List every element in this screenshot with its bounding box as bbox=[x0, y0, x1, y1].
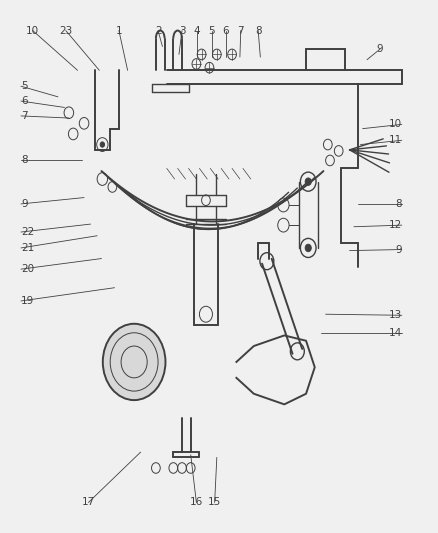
Text: 6: 6 bbox=[21, 96, 28, 106]
Text: 22: 22 bbox=[21, 227, 34, 237]
Text: 15: 15 bbox=[208, 497, 221, 507]
Text: 21: 21 bbox=[21, 243, 34, 253]
Text: 8: 8 bbox=[21, 156, 28, 165]
Circle shape bbox=[305, 244, 311, 252]
Text: 14: 14 bbox=[389, 328, 402, 338]
Text: 19: 19 bbox=[21, 296, 34, 306]
Text: 11: 11 bbox=[389, 135, 402, 146]
Text: 7: 7 bbox=[21, 111, 28, 121]
Text: 8: 8 bbox=[395, 199, 402, 209]
Text: 5: 5 bbox=[208, 26, 215, 36]
Text: 1: 1 bbox=[116, 26, 122, 36]
Text: 20: 20 bbox=[21, 264, 34, 274]
Text: 16: 16 bbox=[190, 497, 203, 507]
Text: 13: 13 bbox=[389, 310, 402, 320]
Text: 6: 6 bbox=[223, 26, 229, 36]
Text: 17: 17 bbox=[82, 497, 95, 507]
Text: 10: 10 bbox=[389, 119, 402, 130]
Text: 2: 2 bbox=[155, 26, 161, 36]
Text: 7: 7 bbox=[237, 26, 244, 36]
Text: 12: 12 bbox=[389, 220, 402, 230]
Circle shape bbox=[103, 324, 166, 400]
Text: 9: 9 bbox=[395, 245, 402, 255]
Text: 9: 9 bbox=[377, 44, 383, 54]
Text: 3: 3 bbox=[179, 26, 185, 36]
Circle shape bbox=[305, 178, 311, 185]
Text: 10: 10 bbox=[26, 26, 39, 36]
Text: 23: 23 bbox=[59, 26, 72, 36]
Text: 9: 9 bbox=[21, 199, 28, 209]
Text: 5: 5 bbox=[21, 81, 28, 91]
Circle shape bbox=[100, 142, 105, 147]
Text: 4: 4 bbox=[194, 26, 201, 36]
Text: 8: 8 bbox=[255, 26, 261, 36]
